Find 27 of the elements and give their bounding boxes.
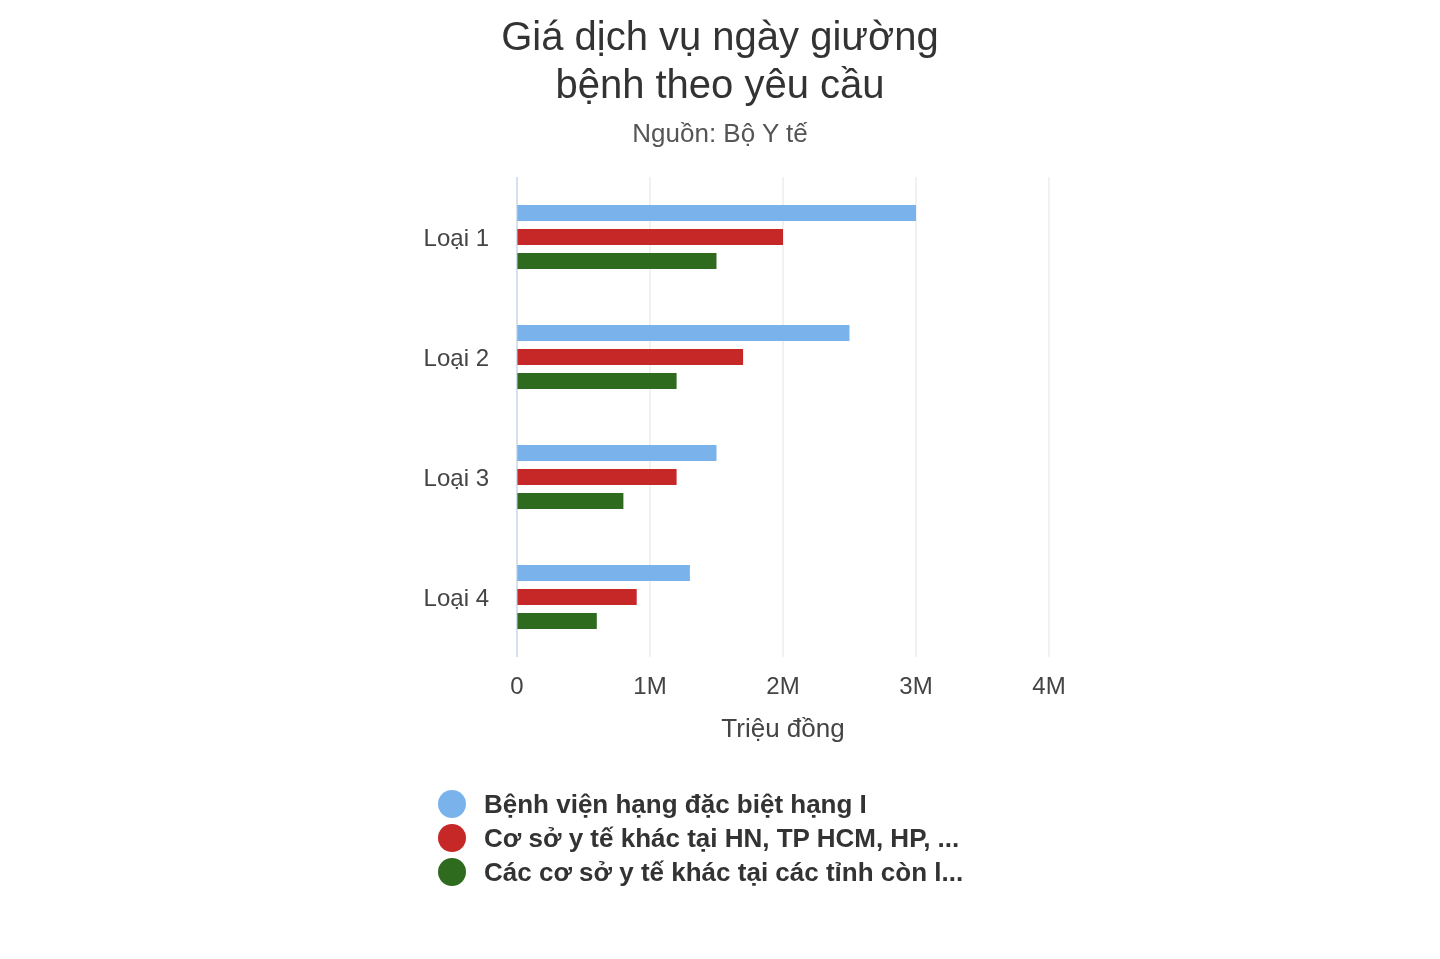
- bar: [517, 349, 744, 365]
- x-axis-title: Triệu đồng: [721, 713, 845, 743]
- y-tick-label: Loại 3: [423, 463, 489, 491]
- x-tick-label: 4M: [1032, 672, 1066, 700]
- bar: [517, 565, 690, 581]
- x-tick-label: 2M: [766, 672, 800, 700]
- x-tick-label: 0: [510, 672, 524, 700]
- bar: [517, 229, 783, 245]
- bar: [517, 493, 624, 509]
- legend-label: Cơ sở y tế khác tại HN, TP HCM, HP, ...: [484, 822, 960, 854]
- y-tick-label: Loại 1: [423, 223, 489, 251]
- bar: [517, 325, 850, 341]
- x-tick-label: 3M: [899, 672, 933, 700]
- bar: [517, 373, 677, 389]
- bar: [517, 205, 916, 221]
- bar: [517, 469, 677, 485]
- bar: [517, 613, 597, 629]
- bar: [517, 589, 637, 605]
- chart-title: Giá dịch vụ ngày giường bệnh theo yêu cầu: [500, 13, 940, 108]
- bar: [517, 445, 717, 461]
- legend-label: Các cơ sở y tế khác tại các tỉnh còn l...: [484, 856, 964, 888]
- y-tick-label: Loại 2: [423, 343, 489, 371]
- x-tick-label: 1M: [633, 672, 667, 700]
- bar: [517, 253, 717, 269]
- legend-label: Bệnh viện hạng đặc biệt hạng I: [484, 788, 867, 820]
- y-tick-label: Loại 4: [423, 583, 489, 611]
- chart-subtitle: Nguồn: Bộ Y tế: [631, 118, 809, 149]
